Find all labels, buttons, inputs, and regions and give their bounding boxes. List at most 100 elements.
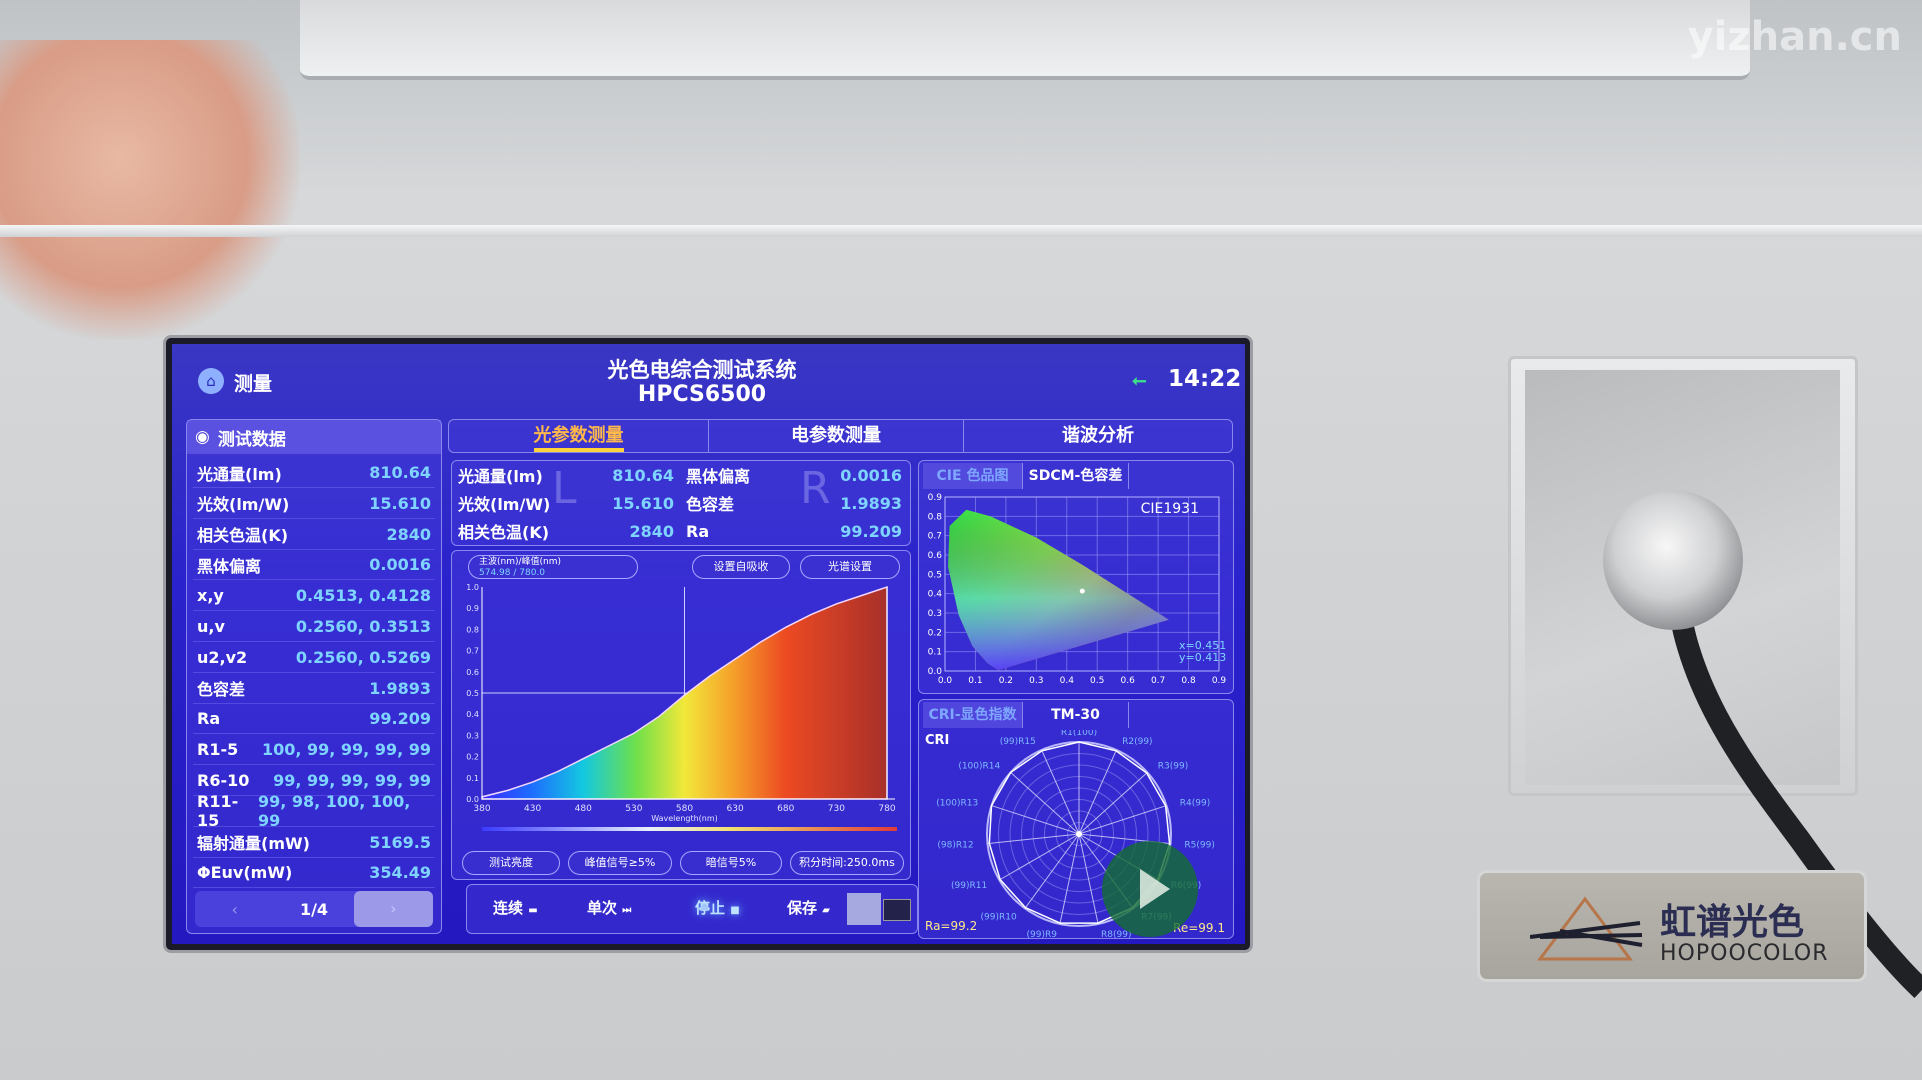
save-button[interactable]: 保存 ▰	[787, 899, 830, 917]
x-tick-label: 0.0	[938, 676, 953, 686]
summary-value: 15.610	[612, 493, 674, 513]
usb-icon: ⭠	[1132, 370, 1147, 391]
pagination: ‹ 1/4 ›	[195, 891, 433, 927]
x-tick-label: 480	[575, 804, 592, 814]
data-row: 辐射通量(mW) 5169.5	[193, 828, 435, 858]
data-row: u,v 0.2560, 0.3513	[193, 612, 435, 642]
y-tick-label: 0.9	[928, 493, 943, 503]
radar-spoke	[1078, 805, 1167, 835]
radar-label: R3(99)	[1158, 762, 1188, 772]
x-tick-label: 0.6	[1121, 676, 1136, 686]
y-tick-label: 0.3	[928, 609, 942, 619]
info-value: 574.98 / 780.0	[479, 568, 546, 578]
cie-y-readout: y=0.413	[1179, 651, 1226, 664]
y-tick-label: 0.7	[466, 647, 479, 656]
tab-cri[interactable]: CRI-显色指数	[923, 702, 1023, 728]
summary-value: 0.0016	[840, 465, 902, 485]
panel-title: 测试数据	[217, 429, 286, 450]
x-tick-label: 580	[676, 804, 693, 814]
y-tick-label: 0.2	[928, 628, 942, 638]
layers-icon: ◉	[195, 427, 210, 447]
page-indicator: 1/4	[299, 899, 329, 919]
watermark: yizhan.cn	[1687, 14, 1902, 60]
data-row: R1-5 100, 99, 99, 99, 99	[193, 735, 435, 766]
radar-spoke	[1078, 833, 1099, 925]
row-label: R11-15	[197, 792, 239, 831]
view-toggle-light[interactable]	[847, 893, 881, 925]
row-value: 0.2560, 0.3513	[295, 617, 431, 636]
radar-spoke	[999, 833, 1080, 881]
stop-button[interactable]: 停止 ■	[695, 899, 740, 917]
summary-row: Ra 99.209	[680, 517, 908, 545]
x-tick-label: 0.3	[1029, 676, 1043, 686]
radar-label: (99)R11	[951, 881, 987, 891]
tab-electrical[interactable]: 电参数测量	[709, 420, 964, 452]
row-value: 99.209	[369, 709, 431, 729]
tab-tm30[interactable]: TM-30	[1023, 702, 1129, 728]
data-row: R11-15 99, 98, 100, 100, 99	[193, 792, 435, 830]
radar-label: (100)R13	[936, 798, 978, 808]
next-page-button[interactable]: ›	[353, 891, 433, 927]
radar-label: R8(99)	[1101, 930, 1131, 940]
status-pill[interactable]: 积分时间:250.0ms	[790, 851, 904, 875]
radar-spoke	[1024, 833, 1080, 909]
cri-label: CRI	[925, 733, 949, 748]
cri-radar-chart: R1(100)R2(99)R3(99)R4(99)R5(99)R6(99)R7(…	[925, 730, 1225, 940]
data-row: 光效(lm/W) 15.610	[193, 489, 435, 519]
row-value: 810.64	[369, 463, 431, 482]
summary-label: 光效(lm/W)	[458, 495, 551, 514]
row-label: Ra	[197, 709, 221, 729]
row-value: 2840	[386, 524, 431, 544]
y-tick-label: 0.4	[466, 710, 479, 719]
fiber-connector-knob	[1603, 490, 1743, 630]
self-absorption-button[interactable]: 设置自吸收	[692, 555, 790, 579]
y-tick-label: 0.5	[466, 689, 479, 698]
status-pill[interactable]: 暗信号5%	[680, 851, 782, 875]
data-row: 色容差 1.9893	[193, 674, 435, 704]
radar-label: (99)R15	[1000, 737, 1036, 747]
prev-page-button[interactable]: ‹	[231, 899, 238, 919]
data-row: R6-10 99, 99, 99, 99, 99	[193, 766, 435, 796]
clock: 14:22	[1168, 366, 1242, 392]
home-icon[interactable]: ⌂	[198, 368, 224, 394]
y-tick-label: 0.1	[928, 648, 942, 658]
summary-value: 99.209	[840, 521, 902, 541]
y-tick-label: 0.6	[466, 668, 479, 677]
data-row: Ra 99.209	[193, 704, 435, 735]
summary-value: 810.64	[612, 465, 674, 485]
y-tick-label: 0.6	[928, 551, 943, 561]
row-value: 0.2560, 0.5269	[295, 647, 431, 667]
radar-label: (98)R12	[937, 841, 973, 851]
y-tick-label: 0.8	[928, 512, 943, 522]
view-toggle-dark[interactable]	[883, 899, 911, 921]
tab-harmonic[interactable]: 谐波分析	[1062, 425, 1134, 446]
laptop-background	[300, 0, 1750, 80]
summary-row: 光效(lm/W) 15.610	[452, 489, 680, 517]
test-data-panel: ◉ 测试数据 光通量(lm) 810.64 光效(lm/W) 15.610 相关色温(K…	[186, 419, 442, 934]
x-tick-label: 530	[625, 804, 642, 814]
x-tick-label: 0.5	[1090, 676, 1104, 686]
x-tick-label: 0.2	[999, 676, 1013, 686]
radar-spoke	[987, 833, 1080, 845]
tab-cie[interactable]: CIE 色品图	[923, 463, 1023, 489]
video-play-button[interactable]	[1102, 841, 1198, 937]
panel-header: ◉ 测试数据	[187, 420, 441, 454]
status-pill[interactable]: 测试亮度	[462, 851, 560, 875]
re-right: Re=99.1	[1173, 921, 1225, 935]
dominant-peak-info: 主波(nm)/峰值(nm) 574.98 / 780.0	[468, 555, 638, 579]
row-value: 99, 99, 99, 99, 99	[273, 771, 431, 790]
single-button[interactable]: 单次 ⏭	[587, 899, 632, 917]
tab-sdcm[interactable]: SDCM-色容差	[1023, 463, 1129, 489]
radar-label: R2(99)	[1122, 737, 1152, 747]
row-label: u,v	[197, 617, 225, 636]
tab-optical[interactable]: 光参数测量	[449, 420, 709, 452]
data-row: 黑体偏离 0.0016	[193, 550, 435, 581]
continuous-icon: ▬	[528, 905, 538, 916]
y-tick-label: 0.4	[928, 590, 943, 600]
continuous-button[interactable]: 连续 ▬	[493, 899, 538, 917]
status-pill[interactable]: 峰值信号≥5%	[568, 851, 672, 875]
plot-frame	[944, 496, 1220, 672]
radar-spoke	[1041, 749, 1080, 835]
spectrum-settings-button[interactable]: 光谱设置	[800, 555, 900, 579]
y-tick-label: 1.0	[466, 583, 479, 592]
